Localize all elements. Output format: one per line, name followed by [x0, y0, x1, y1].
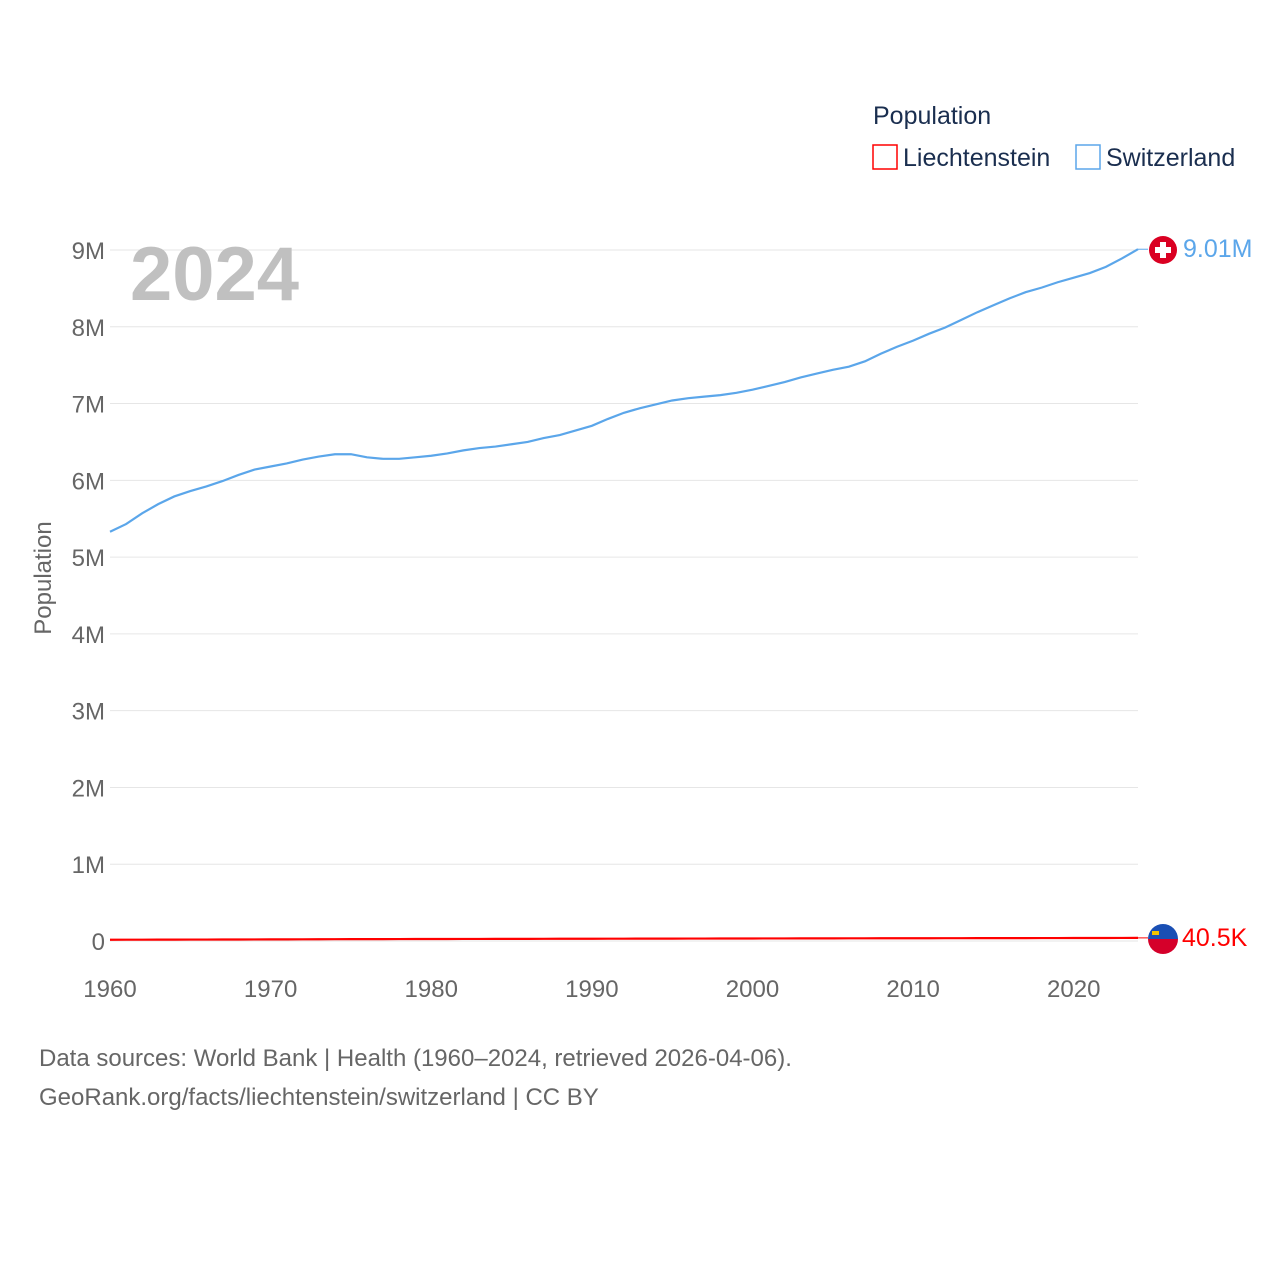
y-tick-label: 4M [72, 622, 105, 649]
legend-title: Population [873, 102, 991, 130]
legend-swatch-liechtenstein [872, 144, 898, 170]
footer-sources: Data sources: World Bank | Health (1960–… [39, 1045, 792, 1072]
population-line-chart: 0 1M 2M 3M 4M 5M 6M 7M 8M 9M 1960 1970 1980 1990 2000 2… [30, 102, 1252, 1003]
liechtenstein-end-label: 40.5K [1182, 924, 1248, 952]
switzerland-line[interactable] [109, 248, 1139, 533]
y-axis-label: Population [30, 521, 57, 634]
y-tick-label: 8M [72, 315, 105, 342]
liechtenstein-line[interactable] [109, 936, 1139, 941]
y-tick-label: 7M [72, 392, 105, 419]
y-tick-label: 5M [72, 545, 105, 572]
legend-label-liechtenstein: Liechtenstein [903, 144, 1050, 172]
y-tick-label: 9M [72, 238, 105, 265]
x-tick-label: 1990 [565, 976, 618, 1003]
x-tick-label: 1970 [244, 976, 297, 1003]
legend-swatch-switzerland [1075, 144, 1101, 170]
switzerland-end-label: 9.01M [1183, 235, 1252, 263]
liechtenstein-flag-icon [1148, 924, 1178, 954]
legend-item-liechtenstein[interactable]: Liechtenstein [872, 144, 1050, 172]
x-tick-label: 2020 [1047, 976, 1100, 1003]
switzerland-flag-icon [1149, 236, 1177, 264]
x-tick-label: 1960 [83, 976, 136, 1003]
y-tick-label: 2M [72, 775, 105, 802]
footer-attribution[interactable]: GeoRank.org/facts/liechtenstein/switzerl… [39, 1084, 599, 1111]
y-tick-label: 0 [92, 929, 105, 956]
x-tick-label: 2010 [886, 976, 939, 1003]
legend-item-switzerland[interactable]: Switzerland [1075, 144, 1235, 172]
y-tick-label: 1M [72, 852, 105, 879]
y-tick-label: 6M [72, 468, 105, 495]
x-tick-label: 1980 [405, 976, 458, 1003]
legend-label-switzerland: Switzerland [1106, 144, 1235, 172]
x-tick-label: 2000 [726, 976, 779, 1003]
year-watermark: 2024 [130, 232, 299, 317]
y-tick-label: 3M [72, 699, 105, 726]
